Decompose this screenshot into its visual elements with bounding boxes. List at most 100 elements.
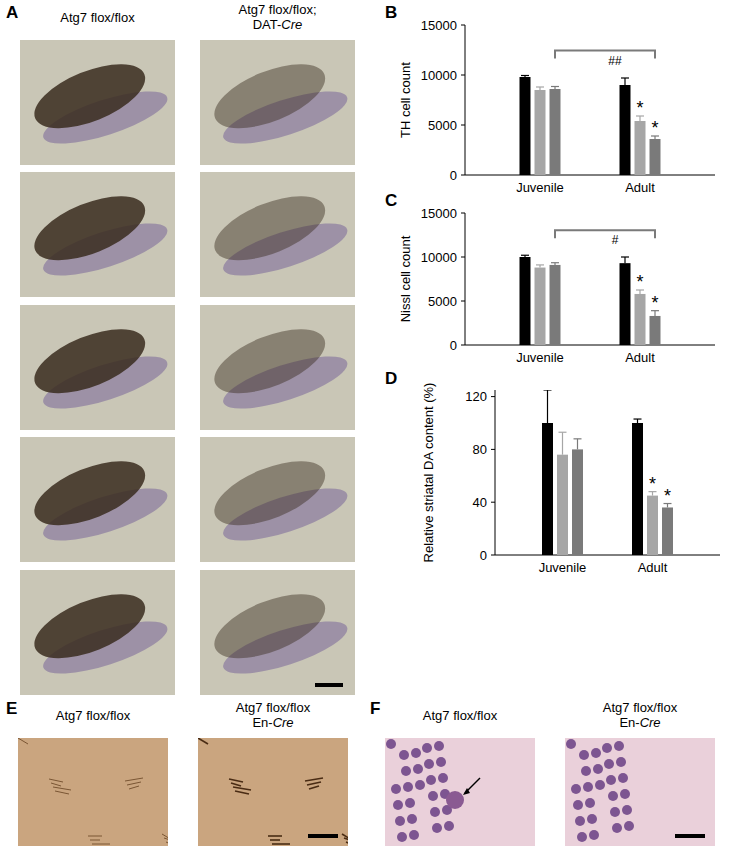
panel-label: B xyxy=(385,3,397,22)
bar xyxy=(557,455,568,555)
tissue xyxy=(200,40,355,165)
error-bar xyxy=(621,257,629,263)
fiber xyxy=(18,738,28,744)
bracket-label: ## xyxy=(608,54,622,68)
plot-area xyxy=(520,255,661,345)
nucleus xyxy=(614,741,624,751)
y-axis xyxy=(465,213,466,345)
significance-mark: * xyxy=(664,486,671,506)
nucleus xyxy=(610,807,620,817)
error-cap xyxy=(544,390,552,391)
plot-area xyxy=(542,390,673,555)
micrograph xyxy=(200,40,355,165)
y-tick-label: 5000 xyxy=(428,118,457,133)
bracket-line xyxy=(555,51,655,59)
column-header: Atg7 flox/flox xyxy=(423,708,498,723)
fiber xyxy=(51,783,61,786)
fiber xyxy=(270,839,280,841)
nucleus xyxy=(391,784,401,794)
y-axis xyxy=(495,390,496,555)
purkinje-cell xyxy=(446,791,464,809)
nucleus xyxy=(606,775,616,785)
column-header: Atg7 flox/flox xyxy=(236,700,311,715)
y-tick-label: 15000 xyxy=(421,206,457,221)
nucleus xyxy=(407,814,417,824)
bar xyxy=(620,263,631,345)
x-tick-label: Adult xyxy=(638,560,668,575)
bar xyxy=(635,294,646,345)
y-tick xyxy=(491,396,495,397)
y-tick xyxy=(491,502,495,503)
nucleus xyxy=(583,782,593,792)
nucleus xyxy=(602,743,612,753)
bar xyxy=(620,85,631,175)
y-tick xyxy=(461,301,465,302)
x-axis xyxy=(465,175,715,176)
tissue xyxy=(200,305,355,430)
fiber xyxy=(55,791,69,794)
nucleus xyxy=(579,750,589,760)
fiber xyxy=(92,844,110,845)
fiber xyxy=(231,783,241,786)
bar xyxy=(550,89,561,175)
tissue xyxy=(20,570,175,695)
micrograph xyxy=(200,305,355,430)
nucleus xyxy=(608,791,618,801)
y-tick xyxy=(491,555,495,556)
bracket-label: # xyxy=(612,233,619,247)
tissue xyxy=(20,437,175,562)
y-axis xyxy=(465,25,466,175)
panel-label: C xyxy=(385,191,397,210)
nucleus xyxy=(403,782,413,792)
micrograph xyxy=(200,570,355,695)
tissue xyxy=(565,738,715,846)
nucleus xyxy=(566,739,576,749)
th-stain xyxy=(206,316,334,406)
tissue xyxy=(20,40,175,165)
error-cap xyxy=(559,432,567,433)
nucleus xyxy=(426,775,436,785)
error-bar xyxy=(621,78,629,85)
error-cap xyxy=(521,75,529,76)
nucleus xyxy=(589,830,599,840)
th-stain xyxy=(206,51,334,141)
y-tick-label: 120 xyxy=(465,389,487,404)
y-tick-label: 80 xyxy=(473,442,487,457)
fiber xyxy=(198,738,208,744)
significance-mark: * xyxy=(636,98,643,118)
fiber xyxy=(162,834,168,840)
y-tick-label: 5000 xyxy=(428,294,457,309)
column-header: DAT-Cre xyxy=(253,17,303,32)
th-stain xyxy=(26,316,154,406)
column-header: Atg7 flox/flox xyxy=(603,700,678,715)
error-cap xyxy=(536,264,544,265)
chart: D04080120Relative striatal DA content (%… xyxy=(385,369,720,575)
error-cap xyxy=(621,77,629,78)
x-tick-label: Juvenile xyxy=(516,180,564,195)
nucleus xyxy=(415,780,425,790)
th-stain xyxy=(206,183,334,273)
tissue xyxy=(200,437,355,562)
error-line xyxy=(547,390,548,423)
micrograph xyxy=(18,738,168,846)
arrow-head xyxy=(463,788,470,795)
fiber xyxy=(129,786,139,789)
error-bar xyxy=(574,439,582,450)
nucleus xyxy=(575,816,585,826)
y-tick-label: 0 xyxy=(480,548,487,563)
bar xyxy=(535,268,546,345)
nucleus xyxy=(612,823,622,833)
error-bar xyxy=(634,419,642,423)
y-axis-label: TH cell count xyxy=(398,62,413,138)
nucleus xyxy=(577,832,587,842)
scale-bar xyxy=(675,834,705,838)
nucleus xyxy=(587,814,597,824)
bar xyxy=(542,423,553,555)
nucleus xyxy=(622,805,632,815)
y-tick xyxy=(461,175,465,176)
fiber xyxy=(49,779,63,782)
comparison-bracket: # xyxy=(555,230,655,247)
y-tick xyxy=(461,257,465,258)
micrograph xyxy=(20,172,175,297)
fiber xyxy=(342,834,348,840)
